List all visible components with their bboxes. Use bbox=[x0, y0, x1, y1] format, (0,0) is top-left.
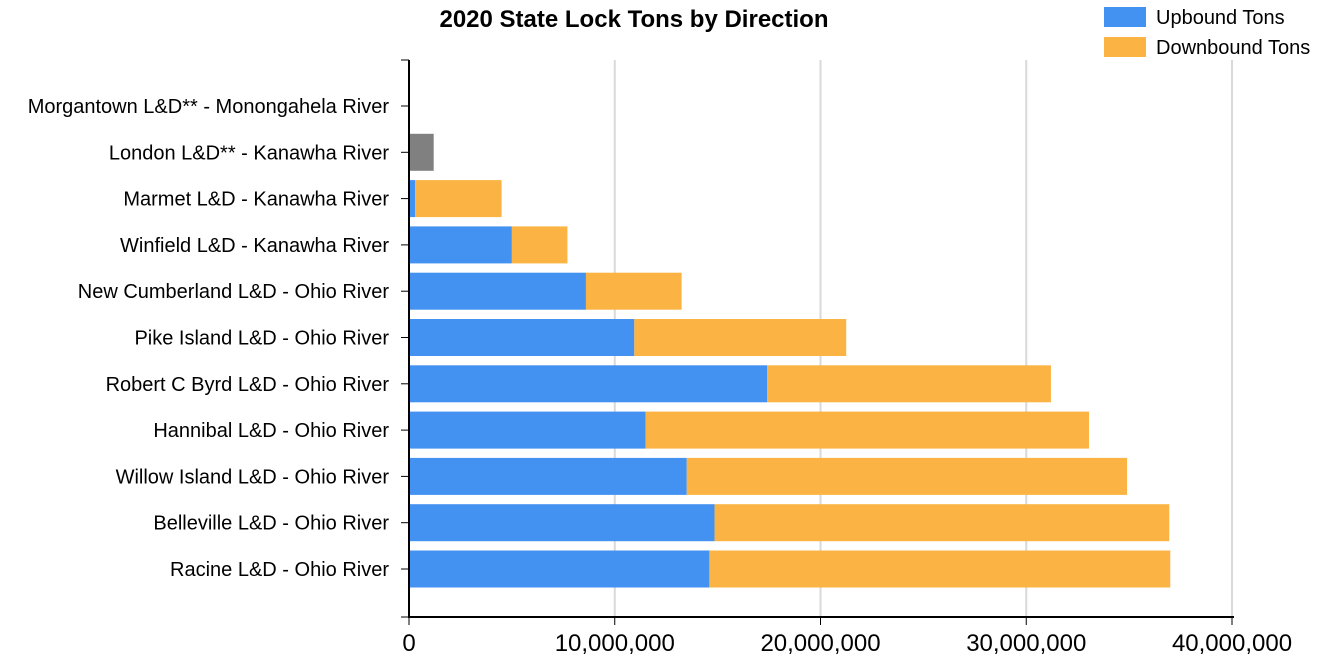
category-label-belleville-l-d-ohio-river: Belleville L&D - Ohio River bbox=[153, 513, 389, 535]
bar-downbound-tons-racine-l-d-ohio-river bbox=[709, 550, 1171, 588]
x-tick-label-4: 40,000,000 bbox=[1172, 630, 1292, 657]
x-tick-label-0: 0 bbox=[402, 630, 415, 657]
bar-upbound-tons-pike-island-l-d-ohio-river bbox=[409, 319, 635, 356]
category-label-pike-island-l-d-ohio-river: Pike Island L&D - Ohio River bbox=[134, 328, 389, 350]
category-label-morgantown-l-d-monongahela-river: Morgantown L&D** - Monongahela River bbox=[28, 96, 390, 118]
bar-downbound-tons-robert-c-byrd-l-d-ohio-river bbox=[767, 365, 1051, 403]
category-label-robert-c-byrd-l-d-ohio-river: Robert C Byrd L&D - Ohio River bbox=[106, 374, 390, 396]
category-label-racine-l-d-ohio-river: Racine L&D - Ohio River bbox=[170, 559, 389, 581]
legend-label-upbound: Upbound Tons bbox=[1156, 7, 1285, 29]
bar-other-london-l-d-kanawha-river bbox=[409, 133, 434, 171]
category-label-hannibal-l-d-ohio-river: Hannibal L&D - Ohio River bbox=[153, 420, 389, 442]
x-tick-label-1: 10,000,000 bbox=[555, 630, 675, 657]
x-tick-label-2: 20,000,000 bbox=[760, 630, 880, 657]
tick-labels: 0 10,000,000 20,000,000 30,000,000 40,000,00… bbox=[402, 630, 1292, 657]
bar-downbound-tons-new-cumberland-l-d-ohio-river bbox=[585, 272, 682, 310]
legend: Upbound Tons Downbound Tons bbox=[1104, 7, 1310, 59]
bars bbox=[409, 133, 1171, 588]
category-label-willow-island-l-d-ohio-river: Willow Island L&D - Ohio River bbox=[116, 466, 390, 488]
legend-swatch-upbound bbox=[1104, 7, 1146, 27]
bar-upbound-tons-racine-l-d-ohio-river bbox=[409, 550, 710, 588]
category-label-new-cumberland-l-d-ohio-river: New Cumberland L&D - Ohio River bbox=[78, 281, 390, 303]
legend-label-downbound: Downbound Tons bbox=[1156, 37, 1310, 59]
category-label-london-l-d-kanawha-river: London L&D** - Kanawha River bbox=[109, 142, 390, 164]
bar-upbound-tons-belleville-l-d-ohio-river bbox=[409, 504, 715, 542]
bar-downbound-tons-marmet-l-d-kanawha-river bbox=[415, 180, 502, 218]
legend-swatch-downbound bbox=[1104, 37, 1146, 57]
bar-upbound-tons-robert-c-byrd-l-d-ohio-river bbox=[409, 365, 768, 403]
x-tick-label-3: 30,000,000 bbox=[966, 630, 1086, 657]
bar-upbound-tons-new-cumberland-l-d-ohio-river bbox=[409, 272, 586, 310]
category-labels: Morgantown L&D** - Monongahela River Lond… bbox=[28, 96, 390, 581]
bar-upbound-tons-hannibal-l-d-ohio-river bbox=[409, 411, 646, 449]
category-label-winfield-l-d-kanawha-river: Winfield L&D - Kanawha River bbox=[120, 235, 389, 257]
bar-downbound-tons-winfield-l-d-kanawha-river bbox=[511, 226, 568, 264]
bar-upbound-tons-willow-island-l-d-ohio-river bbox=[409, 457, 687, 495]
axes bbox=[401, 59, 1234, 625]
bar-downbound-tons-pike-island-l-d-ohio-river bbox=[634, 319, 847, 356]
bar-downbound-tons-hannibal-l-d-ohio-river bbox=[645, 411, 1090, 449]
bar-downbound-tons-belleville-l-d-ohio-river bbox=[714, 504, 1170, 542]
bar-upbound-tons-marmet-l-d-kanawha-river bbox=[409, 180, 416, 218]
bar-downbound-tons-willow-island-l-d-ohio-river bbox=[686, 457, 1128, 495]
category-label-marmet-l-d-kanawha-river: Marmet L&D - Kanawha River bbox=[123, 189, 389, 211]
chart-title: 2020 State Lock Tons by Direction bbox=[439, 6, 828, 33]
bar-upbound-tons-winfield-l-d-kanawha-river bbox=[409, 226, 512, 264]
